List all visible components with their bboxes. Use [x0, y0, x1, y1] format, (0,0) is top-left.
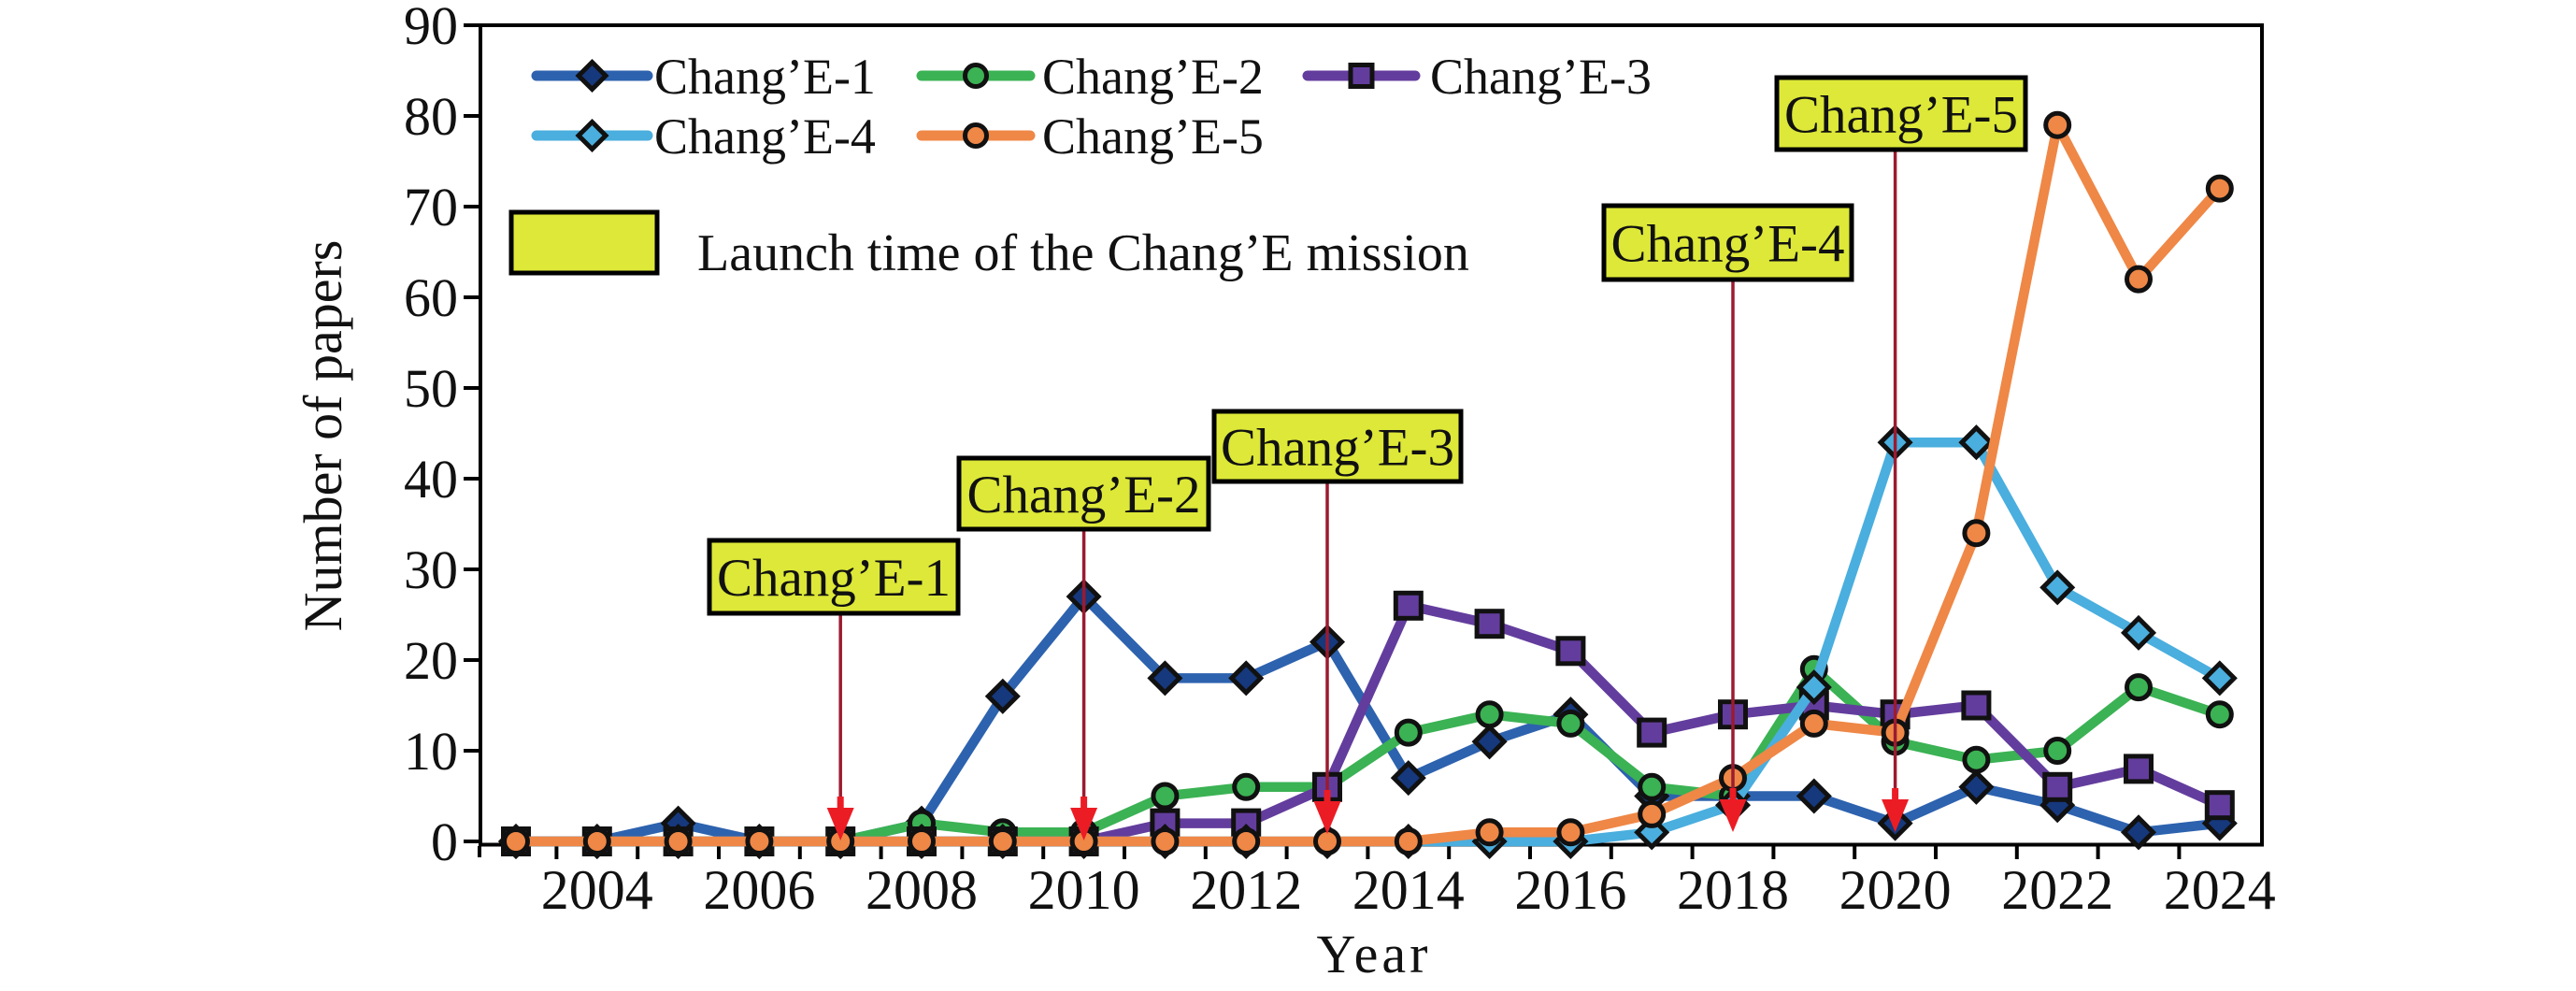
- svg-text:90: 90: [404, 0, 458, 56]
- svg-text:Chang’E-3: Chang’E-3: [1430, 49, 1652, 105]
- svg-text:70: 70: [404, 177, 458, 237]
- svg-text:Chang’E-1: Chang’E-1: [717, 549, 951, 608]
- svg-text:2016: 2016: [1514, 859, 1626, 921]
- svg-text:10: 10: [404, 721, 458, 782]
- svg-text:Chang’E-2: Chang’E-2: [1042, 49, 1264, 105]
- svg-text:Chang’E-4: Chang’E-4: [654, 108, 876, 165]
- svg-text:2006: 2006: [703, 859, 815, 921]
- svg-text:Chang’E-2: Chang’E-2: [966, 466, 1200, 524]
- svg-text:30: 30: [404, 539, 458, 600]
- svg-text:Year: Year: [1317, 924, 1432, 984]
- svg-text:2010: 2010: [1028, 859, 1140, 921]
- svg-text:Launch time of the Chang’E mis: Launch time of the Chang’E mission: [697, 224, 1469, 282]
- svg-text:2004: 2004: [541, 859, 653, 921]
- svg-text:2024: 2024: [2164, 859, 2276, 921]
- svg-text:2018: 2018: [1677, 859, 1789, 921]
- svg-text:2008: 2008: [866, 859, 978, 921]
- svg-text:Number of papers: Number of papers: [293, 240, 353, 632]
- svg-text:2014: 2014: [1352, 859, 1465, 921]
- svg-text:Chang’E-1: Chang’E-1: [654, 49, 876, 105]
- svg-text:40: 40: [404, 449, 458, 510]
- svg-text:80: 80: [404, 86, 458, 147]
- svg-text:2022: 2022: [2001, 859, 2113, 921]
- svg-text:Chang’E-5: Chang’E-5: [1784, 86, 2018, 145]
- svg-text:Chang’E-5: Chang’E-5: [1042, 108, 1264, 165]
- svg-text:50: 50: [404, 358, 458, 419]
- svg-text:0: 0: [431, 811, 458, 872]
- svg-text:Chang’E-4: Chang’E-4: [1610, 215, 1844, 274]
- svg-text:2012: 2012: [1190, 859, 1302, 921]
- svg-text:2020: 2020: [1839, 859, 1952, 921]
- svg-text:Chang’E-3: Chang’E-3: [1221, 419, 1454, 478]
- svg-text:60: 60: [404, 267, 458, 328]
- svg-text:20: 20: [404, 630, 458, 691]
